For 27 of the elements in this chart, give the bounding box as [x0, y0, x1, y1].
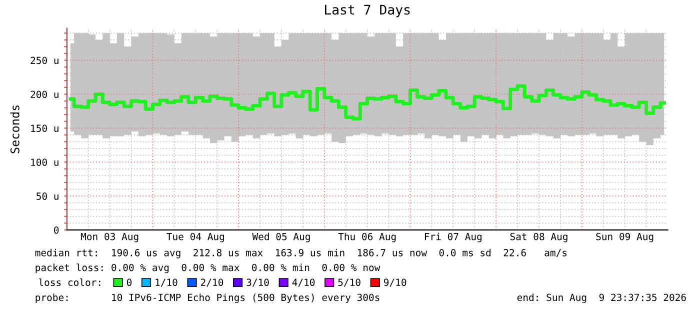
x-tick-label: Fri 07 Aug — [424, 232, 482, 242]
legend-label: 1/10 — [156, 278, 178, 287]
legend-label: 0 — [126, 278, 132, 286]
legend-label: 3/10 — [246, 278, 269, 287]
y-axis-title: Seconds — [10, 105, 20, 154]
text: packet loss: 0.00 % avg 0.00 % max 0.00 % min 0.00 % now — [36, 264, 380, 274]
x-tick-label: Tue 04 Aug — [166, 232, 224, 242]
text: median rtt: 190.6 us avg 212.8 us max 163.9 us min 186.7 us now 0.0 ms sd 22.6 am/s — [35, 248, 567, 258]
legend-label: 4/10 — [292, 278, 315, 287]
legend-label: 5/10 — [338, 278, 360, 287]
legend-label: 9/10 — [384, 278, 406, 287]
legend-title: loss color: — [38, 278, 100, 286]
y-tick-label: 200 u — [30, 90, 58, 98]
y-tick-label: 0 — [54, 226, 59, 234]
x-tick-label: Thu 06 Aug — [338, 232, 396, 242]
y-tick-label: 100 u — [31, 158, 58, 166]
y-tick-label: 50 u — [36, 192, 58, 200]
x-tick-label: Sun 09 Aug — [596, 232, 654, 242]
x-tick-label: Wed 05 Aug — [252, 232, 310, 242]
legend-label: 2/10 — [201, 278, 224, 287]
text: probe: 10 IPv6-ICMP Echo Pings (500 Bytes) every 300s — [36, 294, 380, 304]
y-tick-label: 150 u — [31, 124, 58, 132]
x-tick-label: Sat 08 Aug — [510, 232, 568, 242]
x-tick-label: Mon 03 Aug — [80, 232, 138, 242]
text: end: Sun Aug 9 23:37:35 2026 — [517, 294, 686, 304]
y-tick-label: 250 u — [30, 56, 58, 64]
chart-title: Last 7 Days — [325, 4, 410, 18]
